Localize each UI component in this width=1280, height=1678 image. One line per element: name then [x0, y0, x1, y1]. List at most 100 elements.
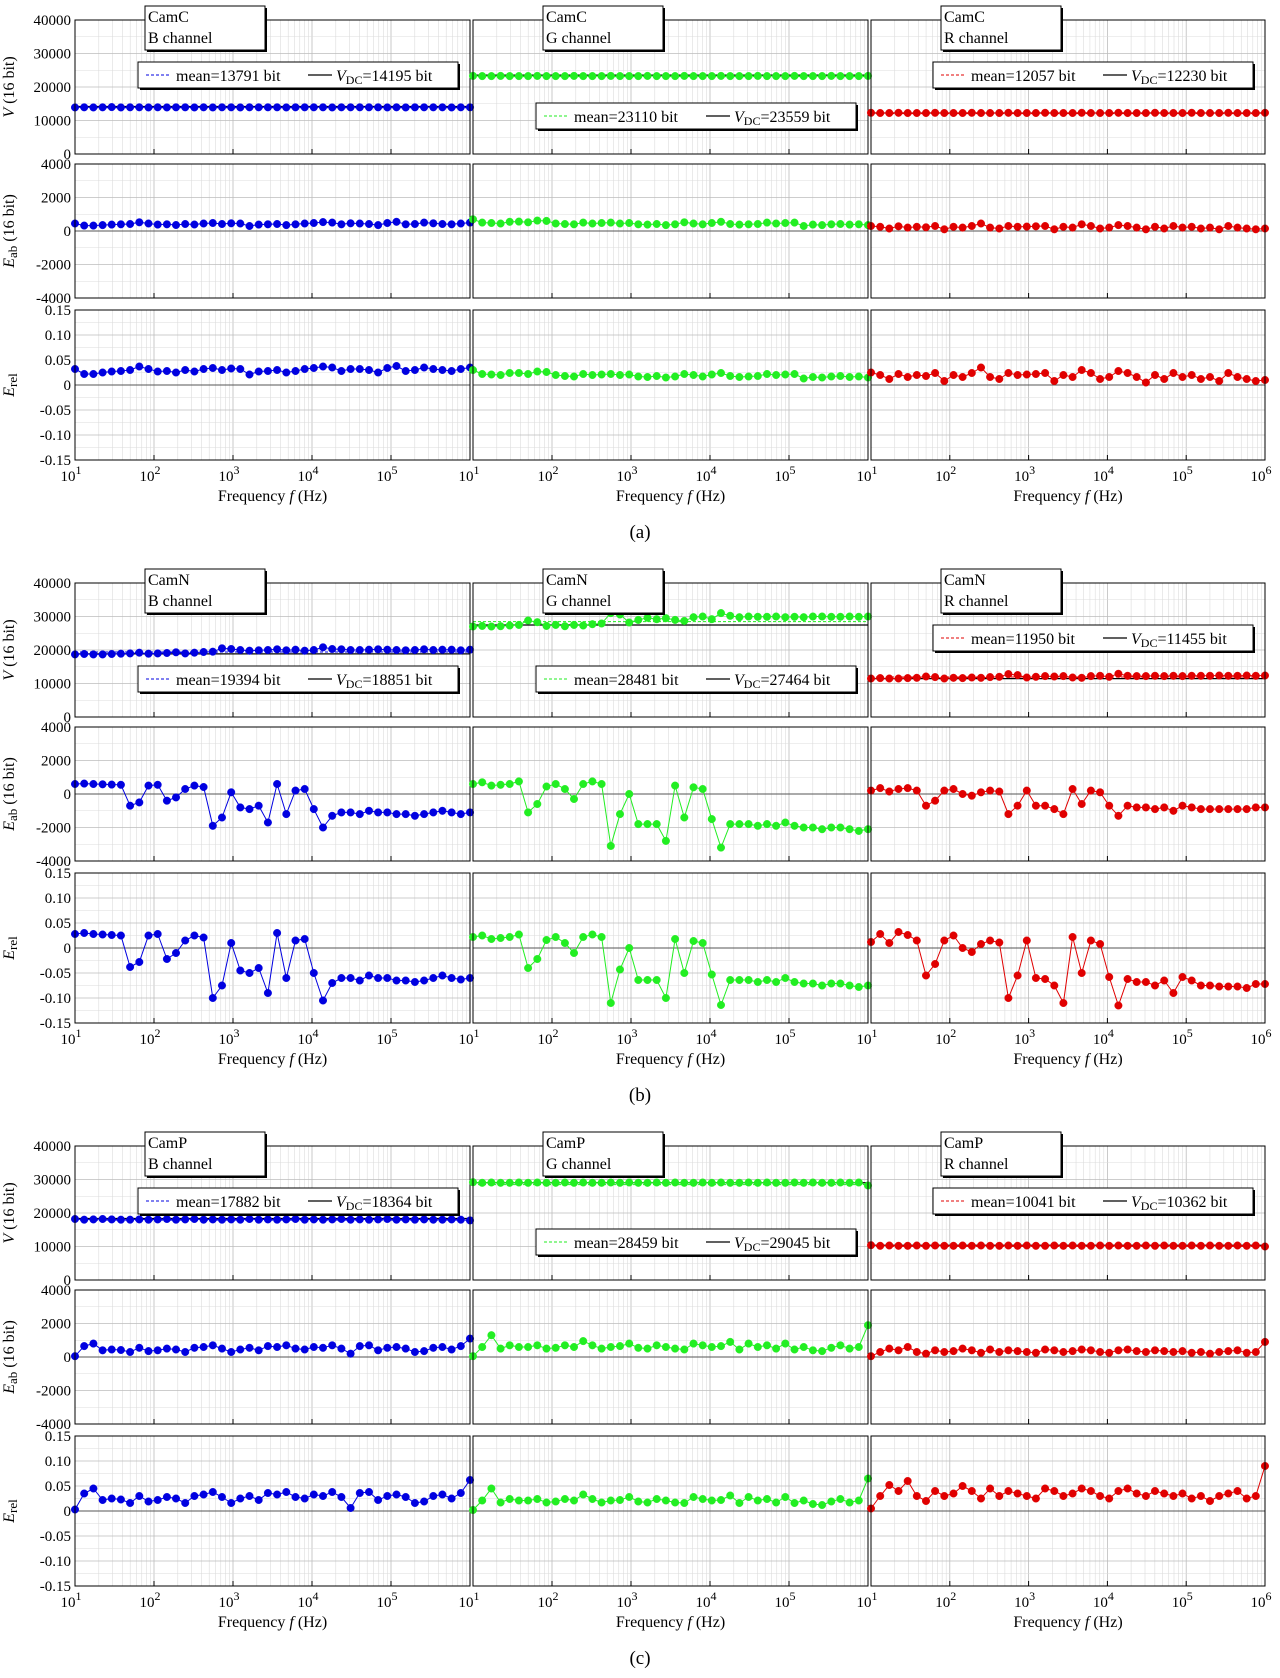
- y-tick-label: 4000: [41, 1283, 71, 1299]
- data-point: [625, 618, 634, 627]
- tick-exponent: 3: [632, 463, 638, 477]
- legend-vdc-value: =14195: [362, 68, 411, 85]
- data-point: [799, 72, 808, 81]
- data-point: [1022, 222, 1031, 231]
- data-point: [144, 219, 153, 228]
- data-point: [772, 72, 781, 81]
- data-point: [781, 818, 790, 827]
- data-point: [1041, 369, 1050, 378]
- legend-mean-word: mean=: [176, 1194, 220, 1211]
- data-point: [799, 1342, 808, 1351]
- data-point: [116, 780, 125, 789]
- data-point: [410, 103, 419, 112]
- data-point: [456, 1342, 465, 1351]
- x-axis-label: Frequency f (Hz): [616, 488, 725, 505]
- data-point: [478, 1342, 487, 1351]
- data-point: [1150, 371, 1159, 380]
- x-tick-label: 104: [298, 463, 319, 485]
- data-point: [227, 1347, 236, 1356]
- data-point: [903, 784, 912, 793]
- data-point: [885, 108, 894, 117]
- data-point: [1059, 1347, 1068, 1356]
- data-point: [217, 219, 226, 228]
- x-tick-label: 102: [538, 463, 559, 485]
- data-point: [89, 1215, 98, 1224]
- data-point: [355, 219, 364, 228]
- data-point: [401, 103, 410, 112]
- plot-frame: [870, 872, 1266, 1024]
- data-point: [1196, 224, 1205, 233]
- data-point: [661, 1178, 670, 1187]
- data-point: [560, 785, 569, 794]
- legend-vdc-entry: VDC=14195 bit: [336, 68, 433, 87]
- data-point: [689, 1492, 698, 1501]
- data-point: [383, 808, 392, 817]
- y-tick-label: 0: [64, 378, 72, 394]
- data-point: [680, 1498, 689, 1507]
- data-point: [153, 103, 162, 112]
- legend-mean-entry: mean=17882 bit: [176, 1194, 281, 1211]
- data-point: [1013, 222, 1022, 231]
- data-point: [80, 1342, 89, 1351]
- legend-unit: bit: [1206, 631, 1227, 648]
- data-point: [456, 1215, 465, 1224]
- data-point: [949, 1489, 958, 1498]
- data-point: [383, 364, 392, 373]
- x-axis-label: Frequency f (Hz): [218, 1614, 327, 1631]
- y-tick-label: 20000: [34, 80, 72, 96]
- data-point: [309, 1490, 318, 1499]
- data-point: [144, 781, 153, 790]
- data-point: [781, 613, 790, 622]
- data-point: [533, 71, 542, 80]
- data-point: [845, 1498, 854, 1507]
- data-point: [181, 1498, 190, 1507]
- y-axis-symbol: V: [1, 106, 18, 118]
- legend-vdc-sub: DC: [346, 677, 363, 691]
- series-line: [870, 222, 1266, 230]
- data-point: [420, 645, 429, 654]
- data-point: [171, 648, 180, 657]
- data-point: [1077, 969, 1086, 978]
- plot-frame: [74, 1145, 471, 1281]
- data-point: [291, 1344, 300, 1353]
- subplot-eab-r: [867, 163, 1269, 299]
- data-point: [144, 365, 153, 374]
- legend-unit: bit: [658, 672, 679, 689]
- data-point: [836, 1494, 845, 1503]
- data-point: [1160, 672, 1169, 681]
- data-point: [726, 611, 735, 620]
- data-point: [1114, 1241, 1123, 1250]
- data-point: [579, 1490, 588, 1499]
- channel-label: G channel: [546, 30, 612, 47]
- data-point: [505, 1494, 514, 1503]
- data-point: [181, 649, 190, 658]
- data-point: [680, 1178, 689, 1187]
- data-point: [1123, 975, 1132, 984]
- data-point: [300, 365, 309, 374]
- y-axis-symbol: E: [1, 387, 18, 398]
- data-point: [1187, 1494, 1196, 1503]
- data-point: [894, 222, 903, 231]
- data-point: [735, 613, 744, 622]
- data-point: [1242, 108, 1251, 117]
- data-point: [781, 1178, 790, 1187]
- data-point: [1160, 375, 1169, 384]
- data-point: [1132, 1347, 1141, 1356]
- data-point: [263, 1215, 272, 1224]
- legend-vdc-sub: DC: [744, 114, 761, 128]
- data-point: [1013, 1489, 1022, 1498]
- legend-vdc-value: =27464: [760, 672, 809, 689]
- data-point: [625, 72, 634, 81]
- data-point: [319, 643, 328, 652]
- x-tick-label: 101: [857, 1589, 878, 1611]
- data-point: [487, 622, 496, 631]
- data-point: [181, 219, 190, 228]
- data-point: [1050, 1486, 1059, 1495]
- data-point: [1150, 1486, 1159, 1495]
- legend-unit: bit: [809, 672, 830, 689]
- data-point: [588, 219, 597, 228]
- data-point: [263, 989, 272, 998]
- x-axis-label: Frequency f (Hz): [218, 488, 327, 505]
- data-point: [827, 823, 836, 832]
- data-point: [845, 72, 854, 81]
